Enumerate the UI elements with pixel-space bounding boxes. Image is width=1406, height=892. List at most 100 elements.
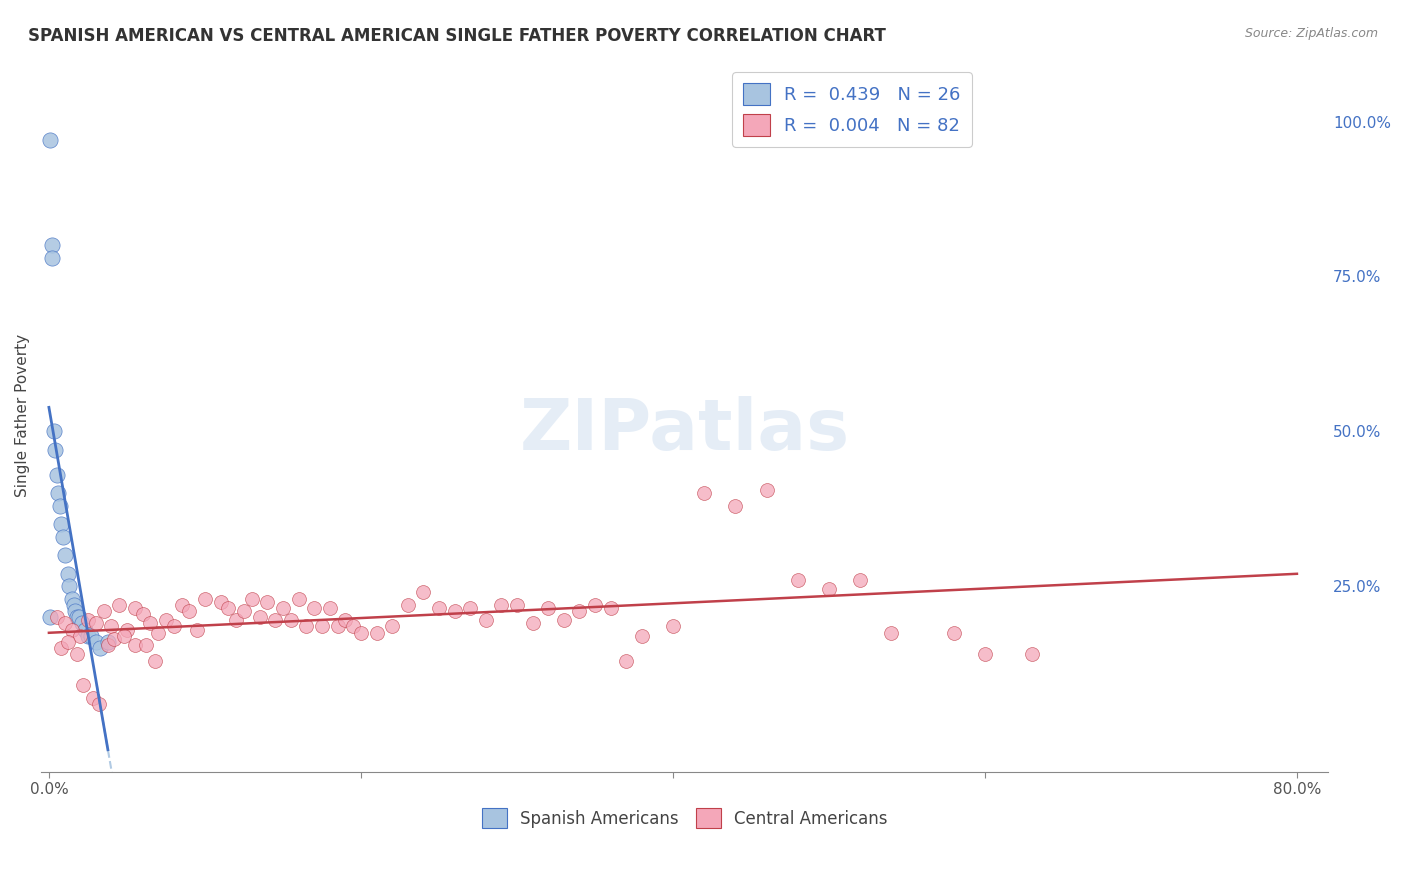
Point — [474, 613, 496, 627]
Point — [70, 616, 93, 631]
Point — [41, 251, 63, 265]
Point — [51, 641, 73, 656]
Point — [87, 697, 110, 711]
Point — [974, 648, 997, 662]
Point — [93, 604, 115, 618]
Point — [108, 598, 131, 612]
Point — [53, 616, 76, 631]
Point — [271, 600, 294, 615]
Point — [942, 625, 965, 640]
Point — [209, 595, 232, 609]
Point — [143, 654, 166, 668]
Point — [553, 613, 575, 627]
Point — [614, 654, 637, 668]
Point — [77, 613, 100, 627]
Point — [44, 442, 66, 457]
Point — [755, 483, 778, 498]
Point — [249, 610, 271, 624]
Point — [396, 598, 419, 612]
Point — [506, 598, 529, 612]
Point — [66, 610, 89, 624]
Point — [56, 566, 79, 581]
Point — [350, 625, 373, 640]
Point — [84, 616, 107, 631]
Point — [146, 625, 169, 640]
Point — [66, 648, 89, 662]
Point — [103, 632, 125, 646]
Point — [53, 548, 76, 562]
Point — [139, 616, 162, 631]
Point — [662, 619, 685, 633]
Point — [522, 616, 544, 631]
Point — [583, 598, 606, 612]
Point — [724, 499, 747, 513]
Point — [89, 641, 111, 656]
Point — [39, 610, 62, 624]
Point — [232, 604, 254, 618]
Point — [537, 600, 560, 615]
Point — [818, 582, 841, 597]
Point — [342, 619, 364, 633]
Point — [124, 600, 146, 615]
Point — [311, 619, 333, 633]
Point — [82, 690, 104, 705]
Point — [97, 635, 120, 649]
Point — [443, 604, 465, 618]
Point — [80, 629, 103, 643]
Point — [69, 629, 91, 643]
Point — [264, 613, 287, 627]
Point — [84, 635, 107, 649]
Point — [124, 638, 146, 652]
Point — [280, 613, 302, 627]
Point — [67, 610, 90, 624]
Point — [100, 619, 122, 633]
Point — [302, 600, 325, 615]
Point — [366, 625, 388, 640]
Point — [45, 610, 67, 624]
Point — [599, 600, 621, 615]
Point — [287, 591, 309, 606]
Point — [630, 629, 652, 643]
Point — [256, 595, 278, 609]
Text: SPANISH AMERICAN VS CENTRAL AMERICAN SINGLE FATHER POVERTY CORRELATION CHART: SPANISH AMERICAN VS CENTRAL AMERICAN SIN… — [28, 27, 886, 45]
Point — [217, 600, 239, 615]
Point — [72, 678, 94, 692]
Point — [60, 591, 83, 606]
Point — [45, 467, 67, 482]
Point — [170, 598, 193, 612]
Point — [135, 638, 157, 652]
Point — [46, 486, 69, 500]
Point — [115, 623, 138, 637]
Point — [112, 629, 135, 643]
Point — [42, 425, 65, 439]
Point — [56, 635, 79, 649]
Point — [52, 530, 75, 544]
Text: ZIPatlas: ZIPatlas — [520, 395, 849, 465]
Point — [73, 623, 96, 637]
Point — [491, 598, 513, 612]
Point — [319, 600, 342, 615]
Point — [65, 604, 87, 618]
Point — [39, 133, 62, 147]
Point — [41, 238, 63, 252]
Point — [326, 619, 349, 633]
Point — [458, 600, 481, 615]
Point — [51, 517, 73, 532]
Point — [63, 598, 86, 612]
Point — [568, 604, 591, 618]
Point — [240, 591, 263, 606]
Point — [186, 623, 208, 637]
Point — [786, 573, 808, 587]
Point — [163, 619, 186, 633]
Point — [155, 613, 177, 627]
Point — [880, 625, 903, 640]
Point — [335, 613, 357, 627]
Point — [58, 579, 80, 593]
Point — [412, 585, 434, 599]
Point — [225, 613, 247, 627]
Point — [381, 619, 404, 633]
Point — [693, 486, 716, 500]
Legend: Spanish Americans, Central Americans: Spanish Americans, Central Americans — [475, 801, 894, 835]
Y-axis label: Single Father Poverty: Single Father Poverty — [15, 334, 30, 498]
Point — [179, 604, 201, 618]
